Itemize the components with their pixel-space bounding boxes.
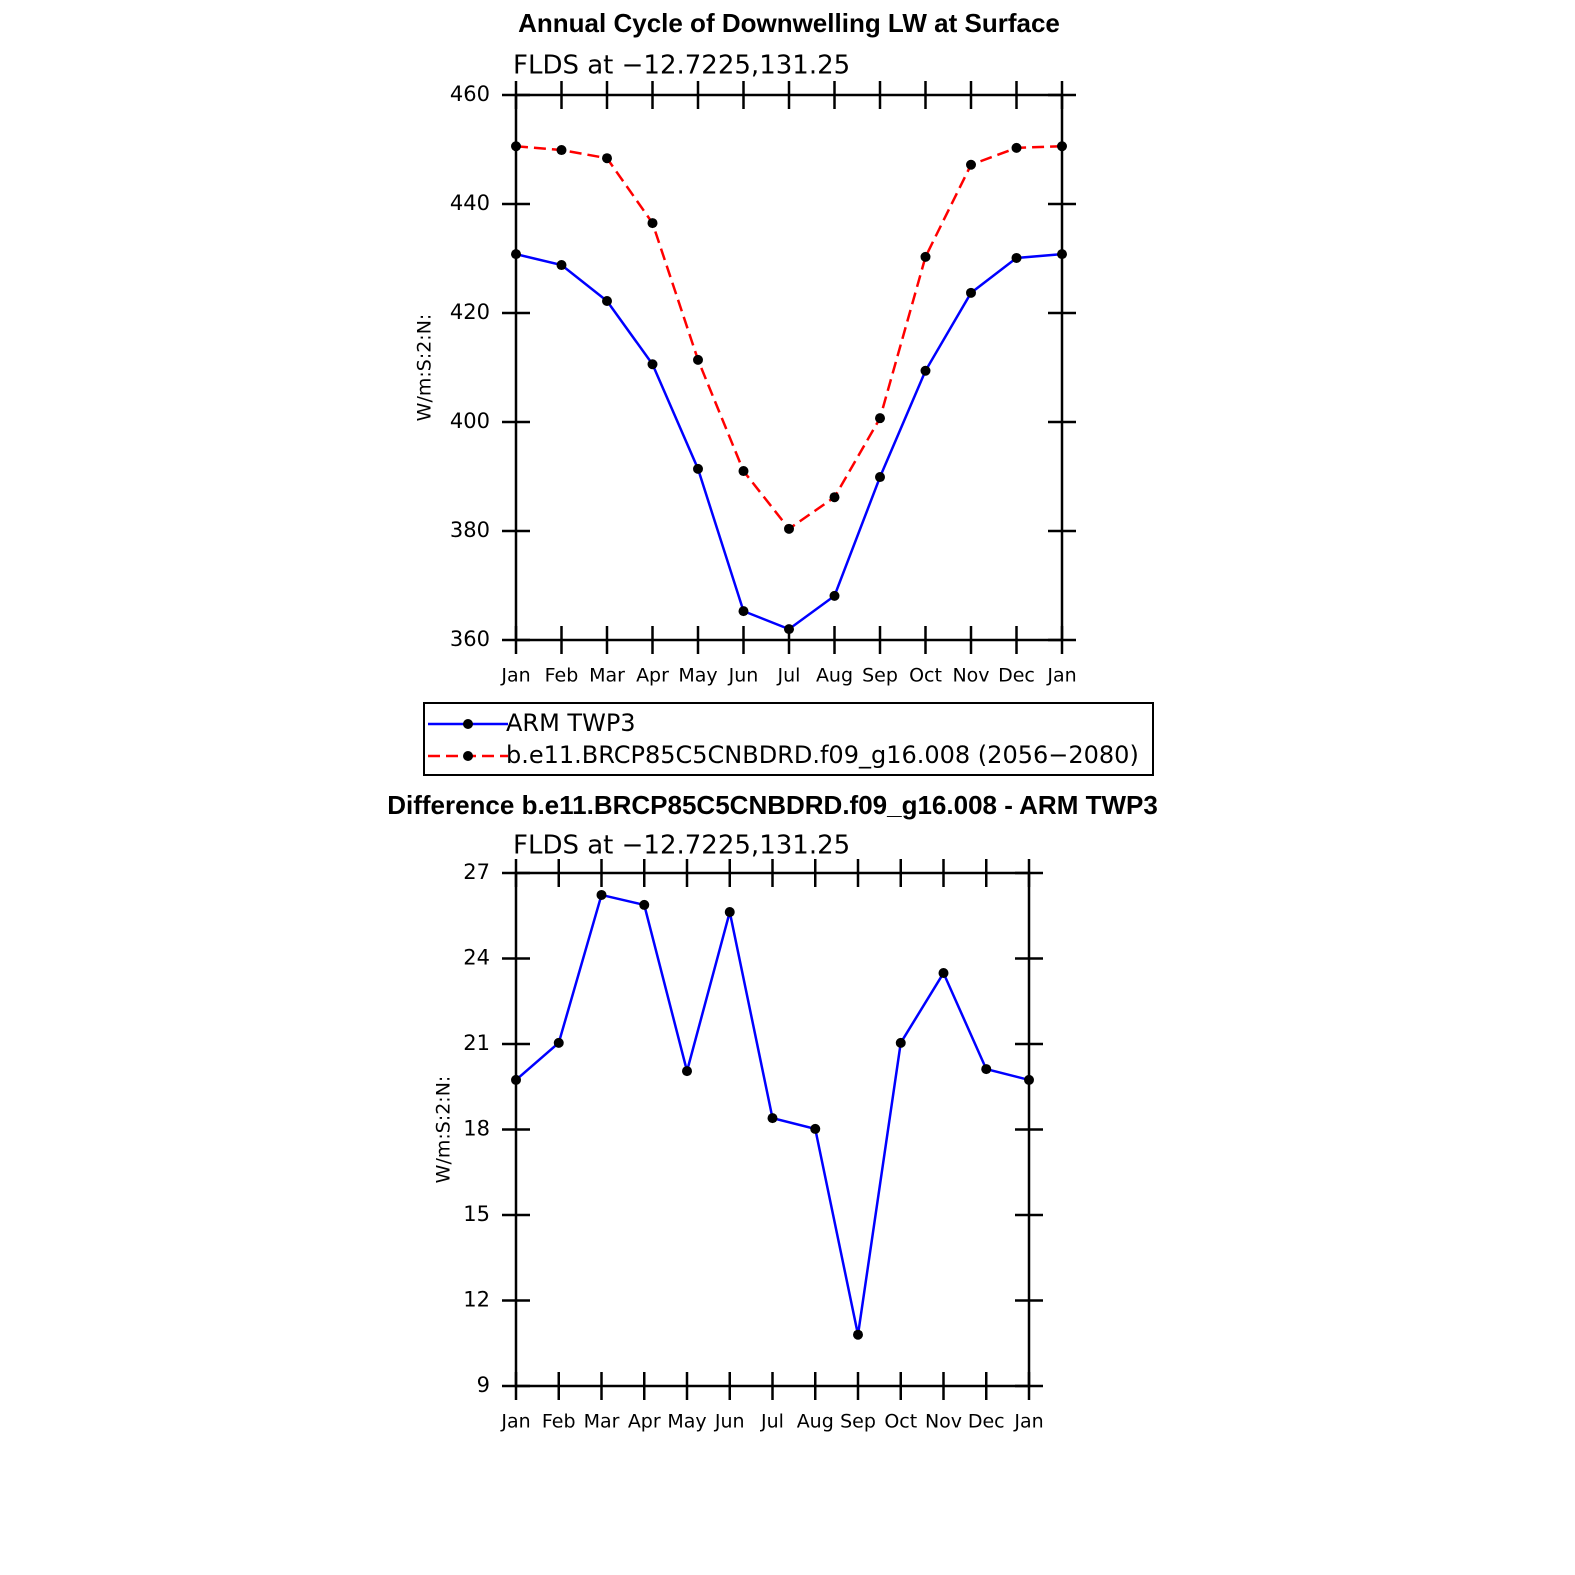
y-tick-label: 27: [463, 860, 490, 884]
data-point: [596, 889, 607, 900]
x-tick-label: Dec: [998, 665, 1035, 687]
x-tick-label: Aug: [797, 1411, 834, 1433]
data-point: [966, 287, 976, 298]
data-point: [511, 249, 521, 260]
data-point: [829, 590, 840, 601]
x-tick-label: Sep: [840, 1411, 876, 1433]
x-tick-label: Jun: [714, 1411, 745, 1433]
y-tick-label: 360: [450, 627, 490, 651]
data-point: [556, 145, 567, 156]
data-point: [767, 1113, 778, 1124]
data-point: [875, 472, 885, 483]
x-tick-label: Oct: [909, 665, 942, 687]
x-tick-label: May: [678, 665, 717, 687]
legend-marker: [463, 719, 473, 729]
x-tick-label: Jun: [728, 665, 759, 687]
data-point: [724, 907, 735, 918]
data-point: [810, 1123, 821, 1134]
data-point: [784, 624, 794, 635]
data-point: [1057, 141, 1067, 152]
y-tick-label: 440: [450, 191, 490, 215]
data-point: [784, 523, 794, 534]
y-tick-label: 18: [463, 1117, 490, 1141]
chart-subtitle: FLDS at −12.7225,131.25: [513, 831, 850, 861]
data-point: [920, 365, 931, 376]
x-tick-label: Jul: [777, 665, 801, 687]
data-point: [829, 492, 840, 503]
x-tick-label: Sep: [862, 665, 898, 687]
y-tick-label: 420: [450, 300, 490, 324]
y-axis-label: W/m:S:2:N:: [414, 314, 436, 422]
x-tick-label: Jan: [1046, 665, 1076, 687]
x-tick-label: Nov: [952, 665, 989, 687]
y-tick-label: 380: [450, 518, 490, 542]
x-tick-label: Jan: [1013, 1411, 1043, 1433]
legend-label: ARM TWP3: [506, 709, 636, 737]
x-tick-label: Mar: [589, 665, 625, 687]
legend-marker: [463, 751, 473, 761]
series-line: [515, 144, 1063, 531]
x-tick-label: Feb: [545, 665, 579, 687]
data-point: [1024, 1074, 1034, 1085]
x-tick-label: Dec: [968, 1411, 1005, 1433]
data-point: [1057, 249, 1067, 260]
x-tick-label: Aug: [816, 665, 853, 687]
y-tick-label: 21: [463, 1031, 490, 1055]
chart-title: Annual Cycle of Downwelling LW at Surfac…: [518, 8, 1060, 38]
x-tick-label: Mar: [584, 1411, 620, 1433]
data-point: [639, 899, 650, 910]
y-tick-label: 460: [450, 82, 490, 106]
data-point: [920, 251, 931, 262]
x-tick-label: Jul: [760, 1411, 784, 1433]
y-tick-label: 15: [463, 1202, 490, 1226]
plot-frame: [514, 871, 1031, 1388]
series-line: [515, 252, 1063, 631]
x-tick-label: Feb: [542, 1411, 576, 1433]
data-point: [981, 1064, 992, 1075]
data-point: [511, 141, 521, 152]
y-tick-label: 12: [463, 1288, 490, 1312]
chart-subtitle: FLDS at −12.7225,131.25: [513, 51, 850, 81]
chart-title: Difference b.e11.BRCP85C5CNBDRD.f09_g16.…: [387, 790, 1158, 820]
data-point: [693, 463, 703, 474]
y-tick-label: 24: [463, 946, 490, 970]
x-tick-label: Nov: [925, 1411, 962, 1433]
data-point: [895, 1037, 906, 1048]
data-point: [738, 466, 749, 477]
data-point: [556, 260, 567, 271]
data-point: [1011, 252, 1022, 263]
data-point: [682, 1066, 692, 1077]
data-point: [602, 296, 612, 307]
x-tick-label: Apr: [628, 1411, 661, 1433]
data-point: [553, 1037, 564, 1048]
data-point: [853, 1329, 863, 1340]
data-point: [647, 359, 658, 370]
data-point: [647, 218, 658, 229]
data-point: [966, 159, 976, 170]
data-point: [875, 413, 885, 424]
data-point: [1011, 142, 1022, 153]
x-tick-label: Oct: [884, 1411, 917, 1433]
plot-frame: [514, 93, 1064, 642]
x-tick-label: Jan: [500, 665, 530, 687]
data-point: [602, 153, 612, 164]
legend-label: b.e11.BRCP85C5CNBDRD.f09_g16.008 (2056−2…: [506, 741, 1139, 769]
data-point: [511, 1074, 521, 1085]
data-point: [738, 606, 749, 617]
data-point: [693, 354, 703, 365]
legend-box: [423, 702, 1154, 776]
x-tick-label: Jan: [500, 1411, 530, 1433]
data-point: [938, 968, 949, 979]
x-tick-label: Apr: [636, 665, 669, 687]
y-axis-label: W/m:S:2:N:: [433, 1076, 455, 1184]
x-tick-label: May: [667, 1411, 706, 1433]
y-tick-label: 9: [477, 1373, 490, 1397]
y-tick-label: 400: [450, 409, 490, 433]
